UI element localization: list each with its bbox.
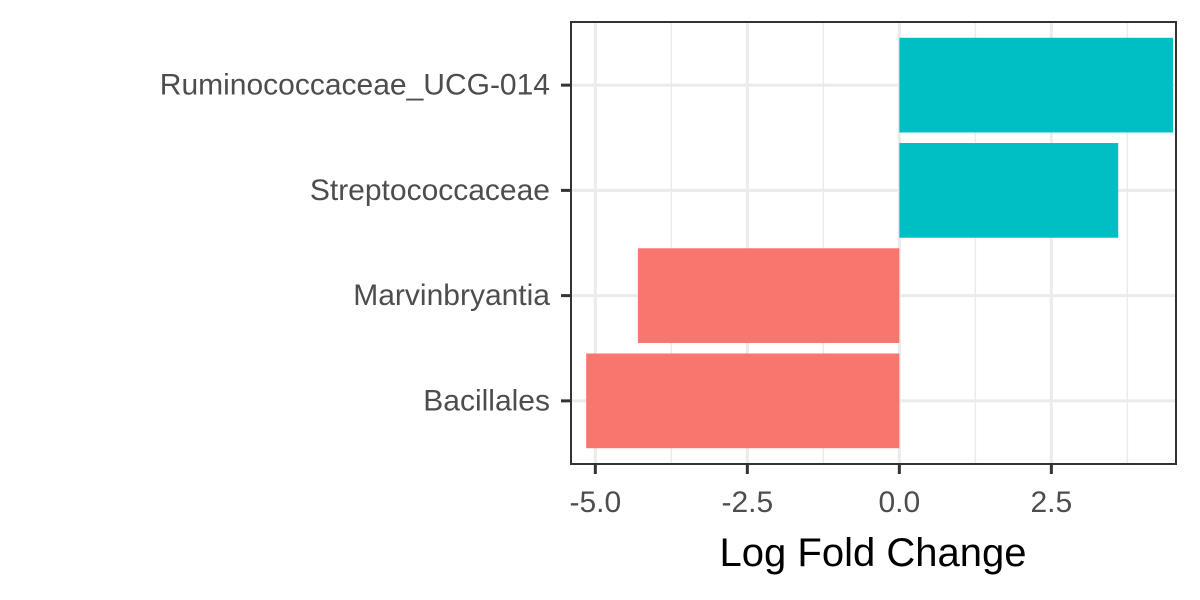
y-tick-label: Streptococcaceae <box>310 174 550 207</box>
bar <box>899 143 1119 238</box>
x-tick-label: 0.0 <box>878 486 920 519</box>
y-axis: Ruminococcaceae_UCG-014 Streptococcaceae M… <box>160 69 571 417</box>
x-tick-label: -2.5 <box>721 486 773 519</box>
x-tick-label: 2.5 <box>1030 486 1072 519</box>
y-tick-label: Bacillales <box>423 384 550 417</box>
panel-border <box>570 21 1177 465</box>
y-tick-label: Ruminococcaceae_UCG-014 <box>160 69 550 102</box>
x-axis-title: Log Fold Change <box>720 531 1027 575</box>
bar <box>637 248 900 343</box>
x-axis: -5.0 -2.5 0.0 2.5 <box>569 464 1072 519</box>
y-tick-label: Marvinbryantia <box>353 279 550 312</box>
bars <box>586 37 1173 449</box>
bar <box>899 37 1173 133</box>
x-tick-label: -5.0 <box>569 486 621 519</box>
bar <box>586 353 900 449</box>
